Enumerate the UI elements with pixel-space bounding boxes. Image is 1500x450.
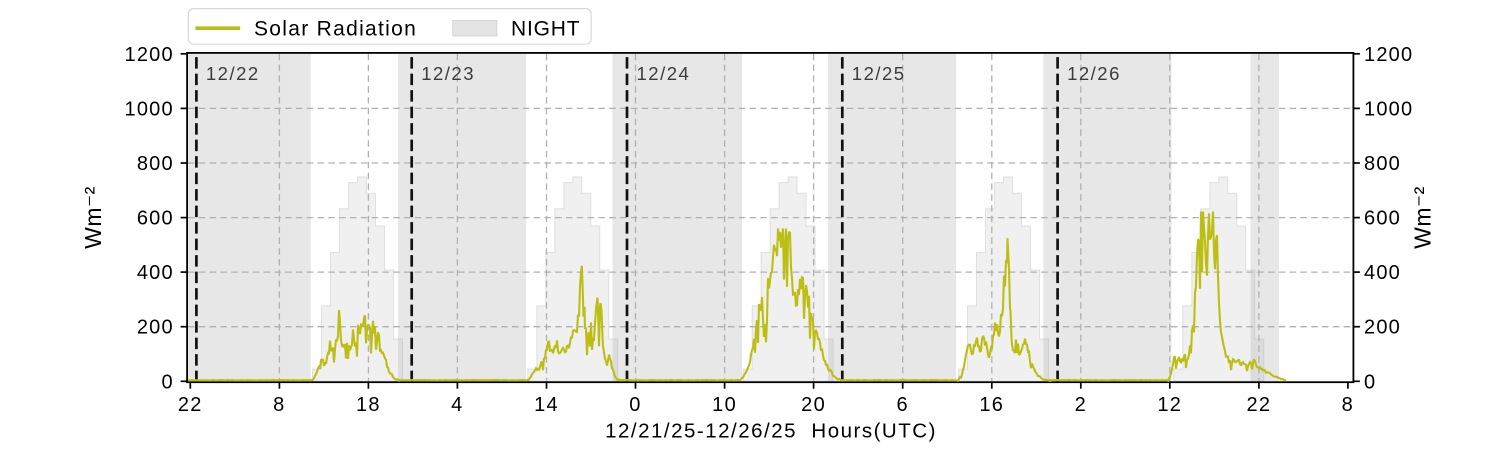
svg-text:12/26: 12/26 (1067, 63, 1121, 84)
svg-text:200: 200 (1364, 317, 1401, 339)
svg-text:12/23: 12/23 (421, 63, 475, 84)
svg-text:4: 4 (451, 394, 463, 416)
svg-text:1200: 1200 (1364, 44, 1413, 66)
svg-text:Solar Radiation: Solar Radiation (254, 17, 417, 40)
svg-text:0: 0 (1364, 371, 1376, 393)
svg-text:Wm⁻²: Wm⁻² (80, 186, 106, 249)
svg-text:22: 22 (1246, 394, 1271, 416)
svg-text:2: 2 (1075, 394, 1087, 416)
svg-text:0: 0 (161, 371, 173, 393)
svg-text:12/22: 12/22 (206, 63, 260, 84)
svg-text:20: 20 (801, 394, 826, 416)
svg-text:14: 14 (534, 394, 559, 416)
svg-text:400: 400 (1364, 262, 1401, 284)
svg-text:6: 6 (896, 394, 908, 416)
svg-text:8: 8 (273, 394, 285, 416)
svg-text:12/25: 12/25 (852, 63, 906, 84)
svg-text:200: 200 (137, 317, 174, 339)
svg-text:22: 22 (178, 394, 203, 416)
svg-text:12: 12 (1157, 394, 1182, 416)
svg-text:1000: 1000 (125, 98, 174, 120)
svg-text:800: 800 (137, 153, 174, 175)
svg-text:600: 600 (1364, 208, 1401, 230)
svg-text:0: 0 (629, 394, 641, 416)
svg-text:400: 400 (137, 262, 174, 284)
svg-text:12/24: 12/24 (637, 63, 691, 84)
svg-text:1200: 1200 (125, 44, 174, 66)
svg-text:18: 18 (356, 394, 381, 416)
svg-text:1000: 1000 (1364, 98, 1413, 120)
svg-text:600: 600 (137, 208, 174, 230)
svg-text:Wm⁻²: Wm⁻² (1410, 186, 1436, 249)
svg-text:16: 16 (979, 394, 1004, 416)
svg-text:NIGHT: NIGHT (511, 18, 580, 41)
svg-text:800: 800 (1364, 153, 1401, 175)
svg-text:12/21/25-12/26/25 Hours(UTC): 12/21/25-12/26/25 Hours(UTC) (605, 420, 937, 443)
svg-text:8: 8 (1342, 394, 1354, 416)
svg-text:10: 10 (712, 394, 737, 416)
